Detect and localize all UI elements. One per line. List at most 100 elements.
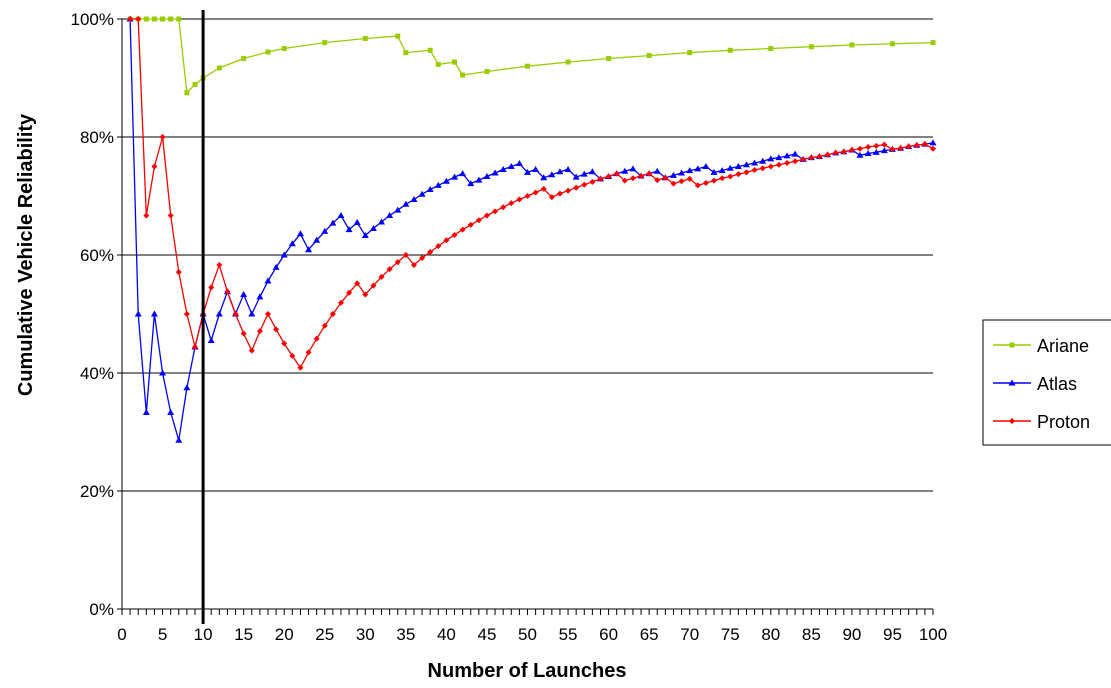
data-point bbox=[353, 219, 361, 226]
data-point bbox=[151, 16, 157, 22]
data-point bbox=[451, 173, 459, 180]
data-point bbox=[427, 47, 433, 53]
x-tick-label: 85 bbox=[802, 625, 821, 644]
data-point bbox=[272, 263, 280, 270]
data-point bbox=[897, 145, 904, 152]
data-point bbox=[280, 251, 288, 258]
data-point bbox=[605, 173, 612, 180]
x-tick-label: 20 bbox=[275, 625, 294, 644]
data-point bbox=[613, 170, 620, 177]
data-point bbox=[419, 254, 426, 261]
legend-marker bbox=[1008, 379, 1016, 386]
series-line-proton bbox=[130, 18, 934, 369]
x-tick-label: 100 bbox=[919, 625, 947, 644]
data-point bbox=[929, 139, 937, 146]
legend-item-atlas: Atlas bbox=[993, 374, 1077, 394]
data-point bbox=[370, 282, 377, 289]
data-point bbox=[378, 218, 386, 225]
data-point bbox=[248, 347, 255, 354]
data-point bbox=[726, 164, 734, 171]
data-point bbox=[281, 46, 287, 51]
data-point bbox=[248, 310, 256, 317]
data-point bbox=[678, 169, 686, 176]
data-point bbox=[475, 176, 483, 183]
data-point bbox=[686, 175, 693, 182]
data-point bbox=[175, 436, 183, 443]
data-point bbox=[669, 171, 677, 178]
data-point bbox=[451, 231, 458, 238]
data-point bbox=[191, 344, 198, 351]
x-tick-label: 55 bbox=[559, 625, 578, 644]
data-point bbox=[426, 186, 434, 193]
data-point bbox=[572, 173, 580, 180]
data-point bbox=[500, 204, 507, 211]
data-point bbox=[905, 143, 912, 150]
data-point bbox=[930, 40, 936, 46]
data-point bbox=[678, 178, 685, 185]
data-point bbox=[168, 16, 174, 22]
data-point bbox=[484, 69, 490, 75]
data-point bbox=[475, 217, 482, 224]
data-point bbox=[337, 299, 344, 306]
x-tick-label: 40 bbox=[437, 625, 456, 644]
data-point bbox=[467, 180, 475, 187]
axes bbox=[121, 19, 933, 610]
data-point bbox=[930, 145, 936, 152]
data-point bbox=[435, 243, 442, 250]
data-point bbox=[783, 152, 791, 159]
data-point bbox=[816, 153, 823, 160]
data-point bbox=[224, 288, 231, 295]
data-point bbox=[556, 190, 563, 197]
data-point bbox=[386, 266, 393, 273]
legend-marker bbox=[1009, 418, 1015, 424]
legend-label: Atlas bbox=[1037, 374, 1077, 394]
data-point bbox=[507, 163, 515, 169]
data-point bbox=[313, 335, 320, 342]
data-point bbox=[443, 237, 450, 244]
data-point bbox=[808, 44, 814, 50]
data-point bbox=[452, 59, 458, 65]
data-point bbox=[402, 200, 410, 207]
data-point bbox=[410, 262, 417, 269]
y-tick-label: 40% bbox=[80, 364, 114, 383]
data-point bbox=[889, 146, 896, 153]
data-point bbox=[621, 167, 629, 174]
y-tick-label: 0% bbox=[89, 600, 114, 619]
data-point bbox=[775, 161, 782, 168]
data-point bbox=[881, 141, 888, 148]
series-atlas bbox=[126, 15, 937, 443]
data-point bbox=[418, 190, 426, 197]
data-point bbox=[629, 165, 637, 172]
data-point bbox=[775, 154, 783, 161]
data-point bbox=[183, 384, 191, 391]
data-point bbox=[288, 240, 296, 247]
data-point bbox=[459, 226, 466, 233]
data-point bbox=[646, 53, 652, 59]
data-point bbox=[142, 409, 150, 416]
data-point bbox=[606, 56, 612, 62]
data-point bbox=[711, 177, 718, 184]
data-point bbox=[297, 364, 304, 371]
data-point bbox=[435, 61, 441, 67]
legend-marker bbox=[1009, 342, 1015, 348]
data-point bbox=[767, 155, 775, 162]
x-tick-label: 80 bbox=[761, 625, 780, 644]
data-point bbox=[151, 163, 158, 170]
x-tick-label: 70 bbox=[680, 625, 699, 644]
data-point bbox=[459, 170, 467, 177]
data-point bbox=[240, 330, 247, 337]
data-point bbox=[273, 326, 280, 333]
data-point bbox=[532, 165, 540, 172]
data-point bbox=[735, 171, 742, 178]
y-tick-label: 80% bbox=[80, 128, 114, 147]
data-point bbox=[395, 33, 401, 39]
data-point bbox=[638, 172, 645, 179]
data-point bbox=[386, 211, 394, 218]
data-point bbox=[460, 72, 466, 78]
data-point bbox=[857, 145, 864, 152]
data-point bbox=[256, 293, 264, 300]
data-point bbox=[192, 81, 198, 87]
x-tick-label: 75 bbox=[721, 625, 740, 644]
data-point bbox=[808, 154, 815, 161]
data-point bbox=[207, 337, 215, 344]
